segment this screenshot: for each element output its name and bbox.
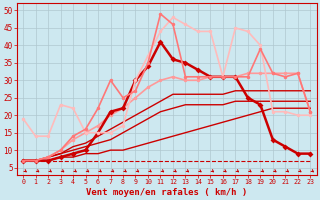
X-axis label: Vent moyen/en rafales ( km/h ): Vent moyen/en rafales ( km/h ) <box>86 188 247 197</box>
